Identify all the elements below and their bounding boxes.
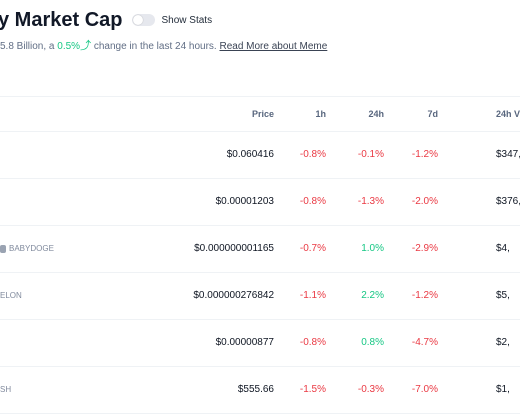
table-body: $0.060416 -0.8% -0.1% -1.2% $347, $0.00001203… bbox=[0, 132, 520, 414]
coin-symbol-text: SH bbox=[0, 385, 12, 394]
volume-cell: $347, bbox=[496, 149, 520, 160]
coin-symbol-text: BABYDOGE bbox=[9, 244, 54, 253]
change-24h-cell: 1.0% bbox=[361, 243, 384, 254]
price-cell: $0.000000001165 bbox=[194, 243, 274, 254]
show-stats-label: Show Stats bbox=[161, 14, 213, 26]
page-title-row: y Market Cap Show Stats bbox=[0, 2, 212, 38]
price-cell: $0.000000276842 bbox=[193, 290, 274, 301]
table-row[interactable]: $0.00001203 -0.8% -1.3% -2.0% $376, bbox=[0, 179, 520, 226]
table-header: Price 1h 24h 7d 24h V bbox=[0, 96, 520, 132]
show-stats-toggle[interactable] bbox=[131, 14, 155, 26]
change-7d-cell: -1.2% bbox=[411, 149, 438, 160]
change-24h-cell: -0.3% bbox=[357, 384, 384, 395]
summary-suffix: change in the last 24 hours. bbox=[91, 41, 220, 52]
change-1h-cell: -0.7% bbox=[299, 243, 326, 254]
change-7d-cell: -4.7% bbox=[411, 337, 438, 348]
column-header-1h[interactable]: 1h bbox=[315, 109, 326, 119]
change-7d-cell: -1.2% bbox=[411, 290, 438, 301]
price-cell: $555.66 bbox=[237, 384, 274, 395]
change-1h-cell: -0.8% bbox=[299, 337, 326, 348]
change-24h-cell: 0.8% bbox=[361, 337, 384, 348]
coin-symbol: ELON bbox=[0, 273, 22, 319]
coin-icon bbox=[0, 244, 6, 253]
read-more-link[interactable]: Read More about Meme bbox=[219, 41, 328, 52]
volume-cell: $2, bbox=[496, 337, 510, 348]
change-7d-cell: -2.0% bbox=[411, 196, 438, 207]
coin-symbol: SH bbox=[0, 367, 11, 413]
trend-up-icon: ⤴ bbox=[80, 40, 92, 52]
change-7d-cell: -7.0% bbox=[411, 384, 438, 395]
price-cell: $0.00000877 bbox=[215, 337, 274, 348]
page-title: y Market Cap bbox=[0, 8, 123, 31]
volume-cell: $5, bbox=[496, 290, 510, 301]
price-cell: $0.060416 bbox=[226, 149, 274, 160]
column-header-volume[interactable]: 24h V bbox=[496, 109, 520, 119]
volume-cell: $1, bbox=[496, 384, 510, 395]
summary-change: 0.5% bbox=[57, 41, 81, 52]
volume-cell: $4, bbox=[496, 243, 510, 254]
change-24h-cell: 2.2% bbox=[361, 290, 384, 301]
change-24h-cell: -1.3% bbox=[357, 196, 384, 207]
table-row[interactable]: $0.060416 -0.8% -0.1% -1.2% $347, bbox=[0, 132, 520, 179]
table-row[interactable]: BABYDOGE $0.000000001165 -0.7% 1.0% -2.9% $4, bbox=[0, 226, 520, 273]
coin-table: Price 1h 24h 7d 24h V $0.060416 -0.8% -0.1… bbox=[0, 96, 520, 414]
price-cell: $0.00001203 bbox=[215, 196, 274, 207]
volume-cell: $376, bbox=[496, 196, 520, 207]
change-1h-cell: -1.1% bbox=[299, 290, 326, 301]
column-header-24h[interactable]: 24h bbox=[368, 109, 384, 119]
column-header-price[interactable]: Price bbox=[251, 109, 274, 119]
change-7d-cell: -2.9% bbox=[411, 243, 438, 254]
table-row[interactable]: SH $555.66 -1.5% -0.3% -7.0% $1, bbox=[0, 367, 520, 414]
coin-symbol: BABYDOGE bbox=[0, 226, 54, 272]
change-1h-cell: -0.8% bbox=[299, 196, 326, 207]
change-1h-cell: -1.5% bbox=[299, 384, 326, 395]
table-row[interactable]: $0.00000877 -0.8% 0.8% -4.7% $2, bbox=[0, 320, 520, 367]
toggle-knob bbox=[132, 15, 143, 25]
table-row[interactable]: ELON $0.000000276842 -1.1% 2.2% -1.2% $5, bbox=[0, 273, 520, 320]
coin-symbol-text: ELON bbox=[0, 291, 22, 300]
change-24h-cell: -0.1% bbox=[357, 149, 384, 160]
column-header-7d[interactable]: 7d bbox=[427, 109, 438, 119]
market-summary: 5.8 Billion, a 0.5%⤴ change in the last … bbox=[0, 37, 327, 53]
summary-prefix: 5.8 Billion, a bbox=[0, 41, 58, 52]
change-1h-cell: -0.8% bbox=[299, 149, 326, 160]
